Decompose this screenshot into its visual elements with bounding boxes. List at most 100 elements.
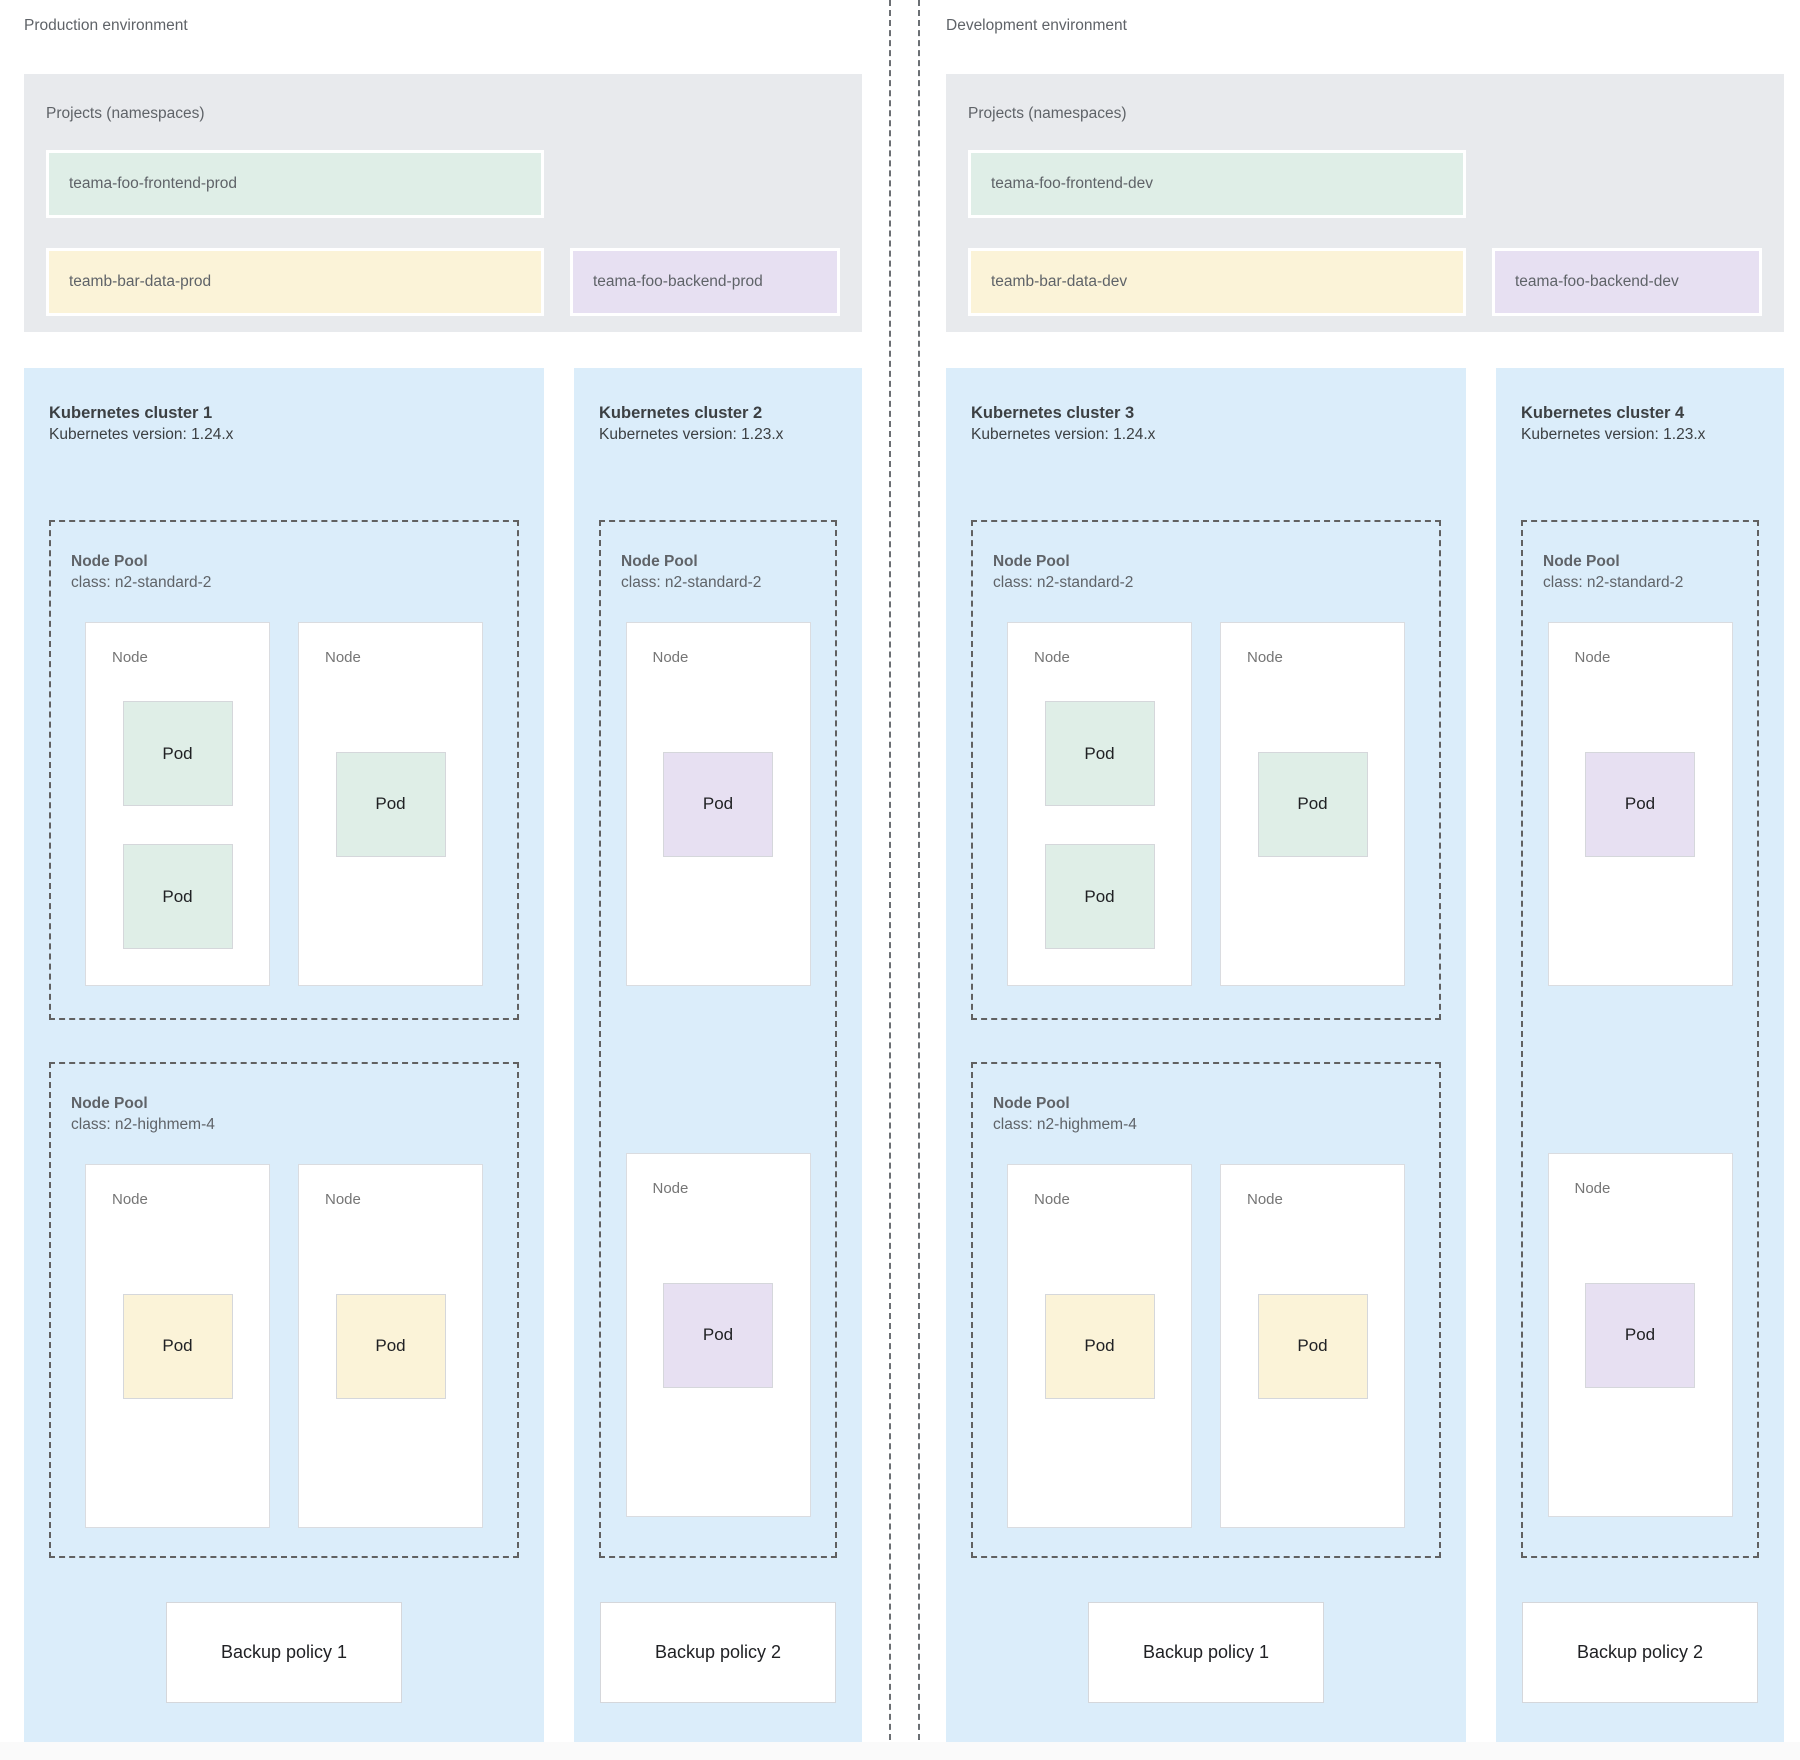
pod-label: Pod	[1624, 794, 1656, 813]
pod: Pod	[663, 751, 773, 857]
node-pool-title: Node Pool	[993, 1095, 1070, 1112]
node-pool-class: class: n2-highmem-4	[993, 1116, 1137, 1133]
node-label: Node	[112, 649, 148, 666]
node-pool: Node Pool class: n2-standard-2 Node Pod …	[971, 520, 1441, 1020]
pod-label: Pod	[375, 1336, 406, 1355]
node: Node Pod	[298, 1164, 483, 1528]
environment-column-production: Production environment Projects (namespa…	[24, 0, 862, 1742]
project-namespace: teamb-bar-data-prod	[46, 248, 544, 316]
project-namespace: teama-foo-frontend-dev	[968, 150, 1466, 218]
node: Node Pod	[1547, 622, 1733, 986]
node-pool-title: Node Pool	[1543, 553, 1620, 570]
cluster-card: Kubernetes cluster 2 Kubernetes version:…	[574, 368, 862, 1742]
projects-panel: Projects (namespaces) teama-foo-frontend…	[946, 74, 1784, 332]
projects-title: Projects (namespaces)	[46, 105, 205, 122]
pod-label: Pod	[1624, 1325, 1656, 1344]
bottom-edge-band	[0, 1742, 1800, 1760]
node-pool-title: Node Pool	[993, 553, 1070, 570]
node-label: Node	[652, 649, 689, 666]
node-label: Node	[1574, 649, 1611, 666]
pod: Pod	[122, 1293, 233, 1399]
pod: Pod	[1585, 1282, 1695, 1388]
pod: Pod	[1044, 1293, 1155, 1399]
backup-policy-label: Backup policy 1	[1142, 1642, 1270, 1662]
pod: Pod	[1257, 751, 1368, 857]
project-namespace-label: teamb-bar-data-prod	[69, 273, 212, 290]
pod: Pod	[122, 701, 233, 806]
cluster-card: Kubernetes cluster 4 Kubernetes version:…	[1496, 368, 1784, 1742]
backup-policy: Backup policy 1	[1088, 1602, 1324, 1703]
project-namespace-label: teama-foo-backend-prod	[593, 273, 763, 290]
cluster-title: Kubernetes cluster 2	[599, 404, 763, 422]
node: Node Pod Pod	[1007, 622, 1192, 986]
cluster-card: Kubernetes cluster 3 Kubernetes version:…	[946, 368, 1466, 1742]
pod: Pod	[335, 1293, 446, 1399]
environment-separator-line	[889, 0, 891, 1760]
pod: Pod	[1044, 844, 1155, 949]
projects-panel: Projects (namespaces) teama-foo-frontend…	[24, 74, 862, 332]
backup-policy: Backup policy 2	[600, 1602, 836, 1703]
node-label: Node	[1247, 1191, 1283, 1208]
pod: Pod	[335, 751, 446, 857]
node-label: Node	[1247, 649, 1283, 666]
node: Node Pod	[625, 1153, 811, 1517]
cluster-version: Kubernetes version: 1.24.x	[971, 426, 1156, 443]
node: Node Pod	[298, 622, 483, 986]
pod-label: Pod	[702, 794, 734, 813]
pod-label: Pod	[1084, 743, 1115, 763]
pod-label: Pod	[1297, 794, 1328, 813]
project-namespace-label: teama-foo-frontend-dev	[991, 175, 1153, 192]
pod: Pod	[122, 844, 233, 949]
pod: Pod	[1585, 751, 1695, 857]
pod-label: Pod	[375, 794, 406, 813]
cluster-version: Kubernetes version: 1.24.x	[49, 426, 234, 443]
pod: Pod	[1257, 1293, 1368, 1399]
node-pool: Node Pool class: n2-highmem-4 Node Pod N…	[49, 1062, 519, 1558]
project-namespace-label: teama-foo-backend-dev	[1515, 273, 1679, 290]
project-namespace: teama-foo-frontend-prod	[46, 150, 544, 218]
project-namespace-label: teama-foo-frontend-prod	[69, 175, 238, 192]
pod-label: Pod	[702, 1325, 734, 1344]
environment-label: Development environment	[946, 17, 1127, 34]
node: Node Pod	[1220, 1164, 1405, 1528]
node: Node Pod	[625, 622, 811, 986]
node-label: Node	[112, 1191, 148, 1208]
pod: Pod	[663, 1282, 773, 1388]
cluster-card: Kubernetes cluster 1 Kubernetes version:…	[24, 368, 544, 1742]
node: Node Pod	[1007, 1164, 1192, 1528]
cluster-version: Kubernetes version: 1.23.x	[599, 426, 784, 443]
backup-policy-label: Backup policy 2	[654, 1642, 782, 1662]
node: Node Pod	[1547, 1153, 1733, 1517]
backup-policy-label: Backup policy 1	[220, 1642, 348, 1662]
node-label: Node	[1034, 649, 1070, 666]
project-namespace: teama-foo-backend-dev	[1492, 248, 1762, 316]
pod-label: Pod	[1084, 1336, 1115, 1355]
project-namespace: teama-foo-backend-prod	[570, 248, 840, 316]
projects-title: Projects (namespaces)	[968, 105, 1127, 122]
node: Node Pod Pod	[85, 622, 270, 986]
node: Node Pod	[1220, 622, 1405, 986]
cluster-title: Kubernetes cluster 4	[1521, 404, 1685, 422]
environment-label: Production environment	[24, 17, 188, 34]
backup-policy: Backup policy 1	[166, 1602, 402, 1703]
node-pool-title: Node Pool	[71, 553, 148, 570]
node-label: Node	[325, 649, 361, 666]
node-pool-title: Node Pool	[621, 553, 698, 570]
cluster-version: Kubernetes version: 1.23.x	[1521, 426, 1706, 443]
node-pool-class: class: n2-standard-2	[621, 574, 762, 591]
environment-separator-line	[918, 0, 920, 1760]
node-pool: Node Pool class: n2-highmem-4 Node Pod N…	[971, 1062, 1441, 1558]
node-pool-class: class: n2-standard-2	[71, 574, 212, 591]
node-label: Node	[325, 1191, 361, 1208]
backup-policy-label: Backup policy 2	[1576, 1642, 1704, 1662]
node-pool: Node Pool class: n2-standard-2 Node Pod …	[1521, 520, 1759, 1558]
environment-column-development: Development environment Projects (namesp…	[946, 0, 1784, 1742]
node-label: Node	[1574, 1180, 1611, 1197]
node-pool-class: class: n2-standard-2	[1543, 574, 1684, 591]
pod-label: Pod	[1297, 1336, 1328, 1355]
node-label: Node	[652, 1180, 689, 1197]
cluster-title: Kubernetes cluster 3	[971, 404, 1135, 422]
node-pool: Node Pool class: n2-standard-2 Node Pod …	[599, 520, 837, 1558]
node: Node Pod	[85, 1164, 270, 1528]
pod-label: Pod	[1084, 886, 1115, 906]
